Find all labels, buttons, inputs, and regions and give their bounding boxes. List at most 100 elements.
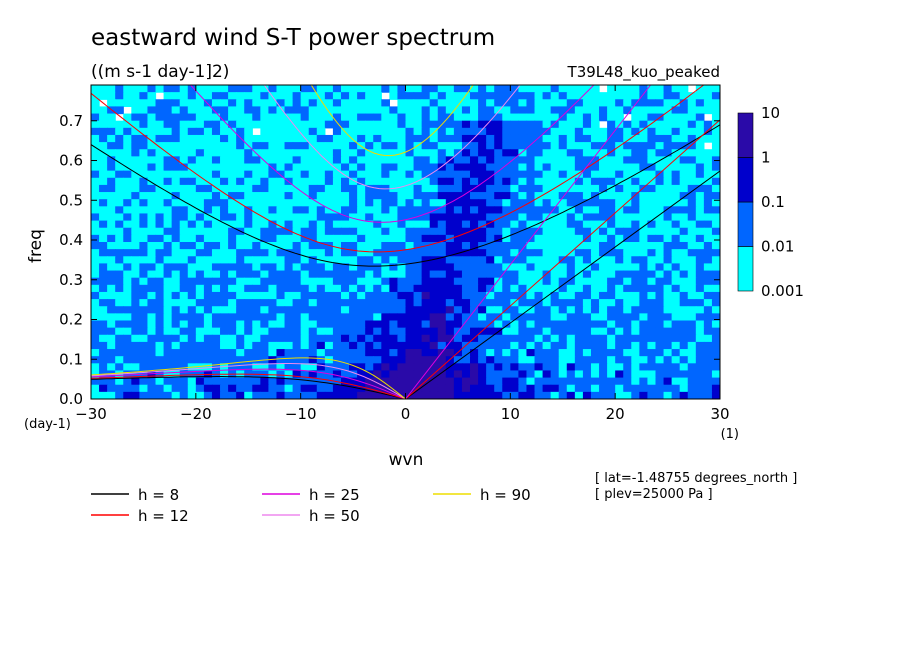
heatmap-cell xyxy=(340,320,350,329)
heatmap-cell xyxy=(115,256,124,265)
heatmap-cell xyxy=(574,341,584,350)
heatmap-cell xyxy=(502,377,511,386)
heatmap-cell xyxy=(486,320,495,329)
heatmap-cell xyxy=(203,156,213,165)
heatmap-cell xyxy=(695,242,705,250)
heatmap-cell xyxy=(639,306,649,314)
heatmap-cell xyxy=(203,192,213,200)
heatmap-cell xyxy=(171,313,181,322)
heatmap-cell xyxy=(655,313,665,322)
heatmap-cell xyxy=(324,256,334,265)
heatmap-cell xyxy=(655,320,665,329)
heatmap-cell xyxy=(236,242,245,250)
heatmap-cell xyxy=(413,327,423,336)
heatmap-cell xyxy=(437,341,447,350)
heatmap-cell xyxy=(429,391,439,399)
heatmap-cell xyxy=(203,170,213,179)
heatmap-cell xyxy=(599,391,608,399)
heatmap-cell xyxy=(695,341,705,350)
heatmap-cell xyxy=(397,291,407,300)
heatmap-cell xyxy=(558,99,568,108)
heatmap-cell xyxy=(332,106,342,115)
heatmap-cell xyxy=(397,220,407,229)
heatmap-cell xyxy=(695,170,705,179)
heatmap-cell xyxy=(615,291,624,300)
heatmap-cell xyxy=(599,341,608,350)
heatmap-cell xyxy=(405,142,415,150)
heatmap-cell xyxy=(187,313,197,322)
heatmap-cell xyxy=(203,363,213,372)
heatmap-cell xyxy=(671,306,681,314)
heatmap-cell xyxy=(502,363,511,372)
heatmap-cell xyxy=(252,327,261,336)
heatmap-cell xyxy=(502,156,511,165)
heatmap-cell xyxy=(179,184,189,193)
heatmap-cell xyxy=(558,291,568,300)
heatmap-cell xyxy=(639,220,649,229)
heatmap-cell xyxy=(236,377,245,386)
heatmap-cell xyxy=(179,306,189,314)
heatmap-cell xyxy=(599,291,608,300)
heatmap-cell xyxy=(582,170,592,179)
heatmap-cell xyxy=(155,370,165,379)
heatmap-cell xyxy=(155,113,165,122)
heatmap-cell xyxy=(502,334,511,343)
heatmap-cell xyxy=(534,334,544,343)
heatmap-cell xyxy=(373,156,382,165)
heatmap-cell xyxy=(300,192,310,200)
heatmap-cell xyxy=(510,270,519,279)
heatmap-cell xyxy=(631,149,640,157)
heatmap-cell xyxy=(421,356,431,364)
heatmap-cell xyxy=(131,234,140,243)
heatmap-cell xyxy=(220,377,229,386)
heatmap-cell xyxy=(607,220,616,229)
heatmap-cell xyxy=(123,227,132,236)
heatmap-cell xyxy=(316,156,326,165)
heatmap-cell xyxy=(453,85,463,93)
heatmap-cell xyxy=(421,134,431,143)
heatmap-cell xyxy=(655,106,665,115)
heatmap-cell xyxy=(397,227,407,236)
heatmap-cell xyxy=(631,127,640,136)
heatmap-cell xyxy=(494,106,503,115)
heatmap-cell xyxy=(292,163,302,172)
heatmap-cell xyxy=(639,341,649,350)
heatmap-cell xyxy=(550,313,560,322)
heatmap-cell xyxy=(381,192,390,200)
heatmap-cell xyxy=(413,127,423,136)
heatmap-cell xyxy=(453,213,463,222)
heatmap-cell xyxy=(550,85,560,93)
heatmap-cell xyxy=(203,242,213,250)
heatmap-cell xyxy=(115,306,124,314)
heatmap-cell xyxy=(502,327,511,336)
heatmap-cell xyxy=(486,306,495,314)
heatmap-cell xyxy=(615,363,624,372)
heatmap-cell xyxy=(607,370,616,379)
heatmap-cell xyxy=(252,377,261,386)
heatmap-cell xyxy=(252,220,261,229)
heatmap-cell xyxy=(494,284,503,293)
heatmap-cell xyxy=(478,227,487,236)
heatmap-cell xyxy=(203,149,213,157)
heatmap-cell xyxy=(123,134,132,143)
heatmap-cell xyxy=(389,341,399,350)
heatmap-cell xyxy=(195,199,205,207)
heatmap-cell xyxy=(526,291,536,300)
heatmap-cell xyxy=(663,341,673,350)
heatmap-cell xyxy=(623,370,632,379)
heatmap-cell xyxy=(526,384,536,393)
heatmap-cell xyxy=(478,163,487,172)
heatmap-cell xyxy=(711,277,720,286)
heatmap-cell xyxy=(703,263,713,272)
heatmap-cell xyxy=(332,349,342,357)
heatmap-cell xyxy=(139,92,149,100)
heatmap-cell xyxy=(211,256,221,265)
heatmap-cell xyxy=(300,377,310,386)
heatmap-cell xyxy=(187,184,197,193)
heatmap-cell xyxy=(260,149,270,157)
heatmap-cell xyxy=(623,313,632,322)
heatmap-cell xyxy=(284,363,294,372)
heatmap-cell xyxy=(711,184,720,193)
heatmap-cell xyxy=(687,177,697,186)
